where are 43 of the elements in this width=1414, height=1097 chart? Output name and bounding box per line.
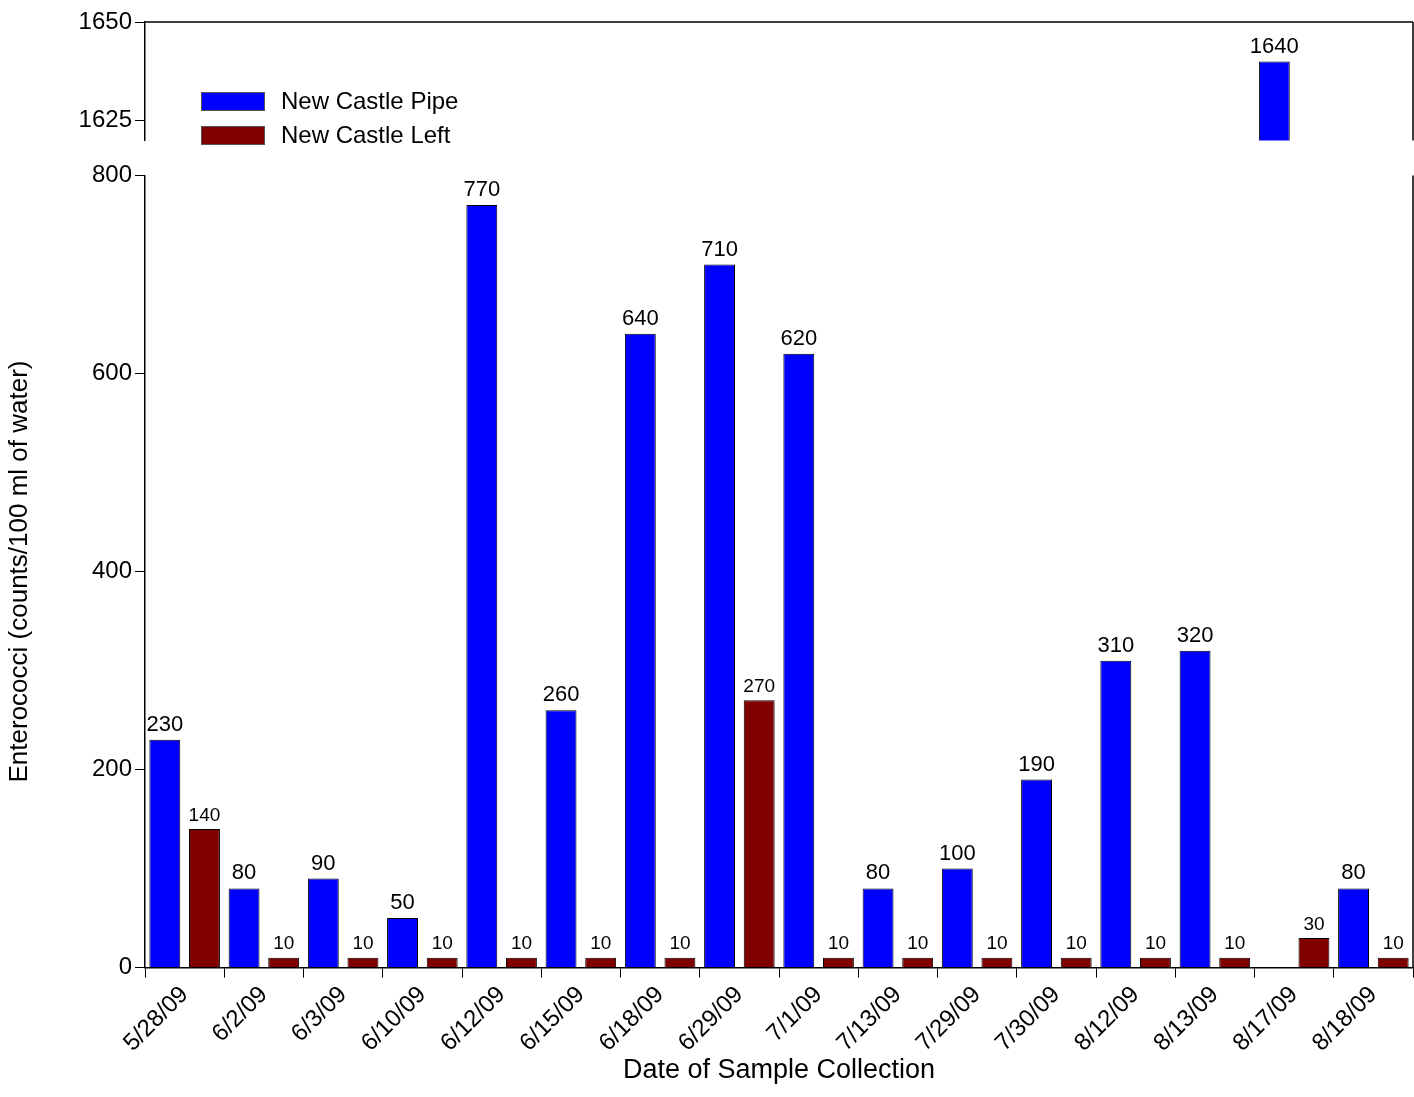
data-label: 10 xyxy=(827,932,850,954)
data-label: 10 xyxy=(352,932,374,954)
data-label: 10 xyxy=(1065,932,1087,954)
data-label: 620 xyxy=(780,324,818,350)
data-label: 80 xyxy=(231,859,257,885)
data-label: 270 xyxy=(743,674,776,696)
data-label: 80 xyxy=(865,859,891,885)
data-label: 10 xyxy=(1224,932,1246,954)
data-label: 230 xyxy=(146,710,184,736)
y-tick-label: 0 xyxy=(118,952,132,980)
data-label: 10 xyxy=(273,932,295,954)
data-label: 10 xyxy=(1382,932,1404,954)
data-label: 10 xyxy=(907,932,929,954)
data-label: 260 xyxy=(542,681,580,707)
data-label: 10 xyxy=(986,932,1008,954)
y-tick-label: 800 xyxy=(91,160,132,188)
data-label: 50 xyxy=(390,889,415,915)
data-label: 80 xyxy=(1341,859,1366,885)
data-label: 30 xyxy=(1303,912,1325,934)
data-label: 140 xyxy=(188,803,221,825)
data-label: 90 xyxy=(311,849,336,875)
data-label: 10 xyxy=(510,932,533,954)
y-tick-label: 600 xyxy=(91,358,132,386)
data-label: 710 xyxy=(701,235,738,261)
data-label: 10 xyxy=(431,932,453,954)
y-axis-title: Enterococci (counts/100 ml of water) xyxy=(2,360,33,783)
x-axis-title: Date of Sample Collection xyxy=(622,1054,936,1085)
y-tick-label: 1625 xyxy=(78,105,132,133)
data-label: 190 xyxy=(1018,750,1055,776)
y-tick-label: 1650 xyxy=(78,6,132,34)
legend-label: New Castle Left xyxy=(281,120,451,150)
y-tick-label: 200 xyxy=(91,754,132,782)
y-tick-label: 400 xyxy=(91,556,132,584)
data-label: 320 xyxy=(1176,621,1214,647)
data-label: 10 xyxy=(590,932,612,954)
data-label: 10 xyxy=(669,932,691,954)
data-label: 770 xyxy=(463,176,501,202)
data-label: 310 xyxy=(1097,631,1135,657)
data-label: 100 xyxy=(938,839,976,865)
legend-label: New Castle Pipe xyxy=(281,86,459,116)
data-label: 1640 xyxy=(1249,32,1299,58)
data-label: 10 xyxy=(1144,932,1167,954)
data-label: 640 xyxy=(621,304,659,330)
